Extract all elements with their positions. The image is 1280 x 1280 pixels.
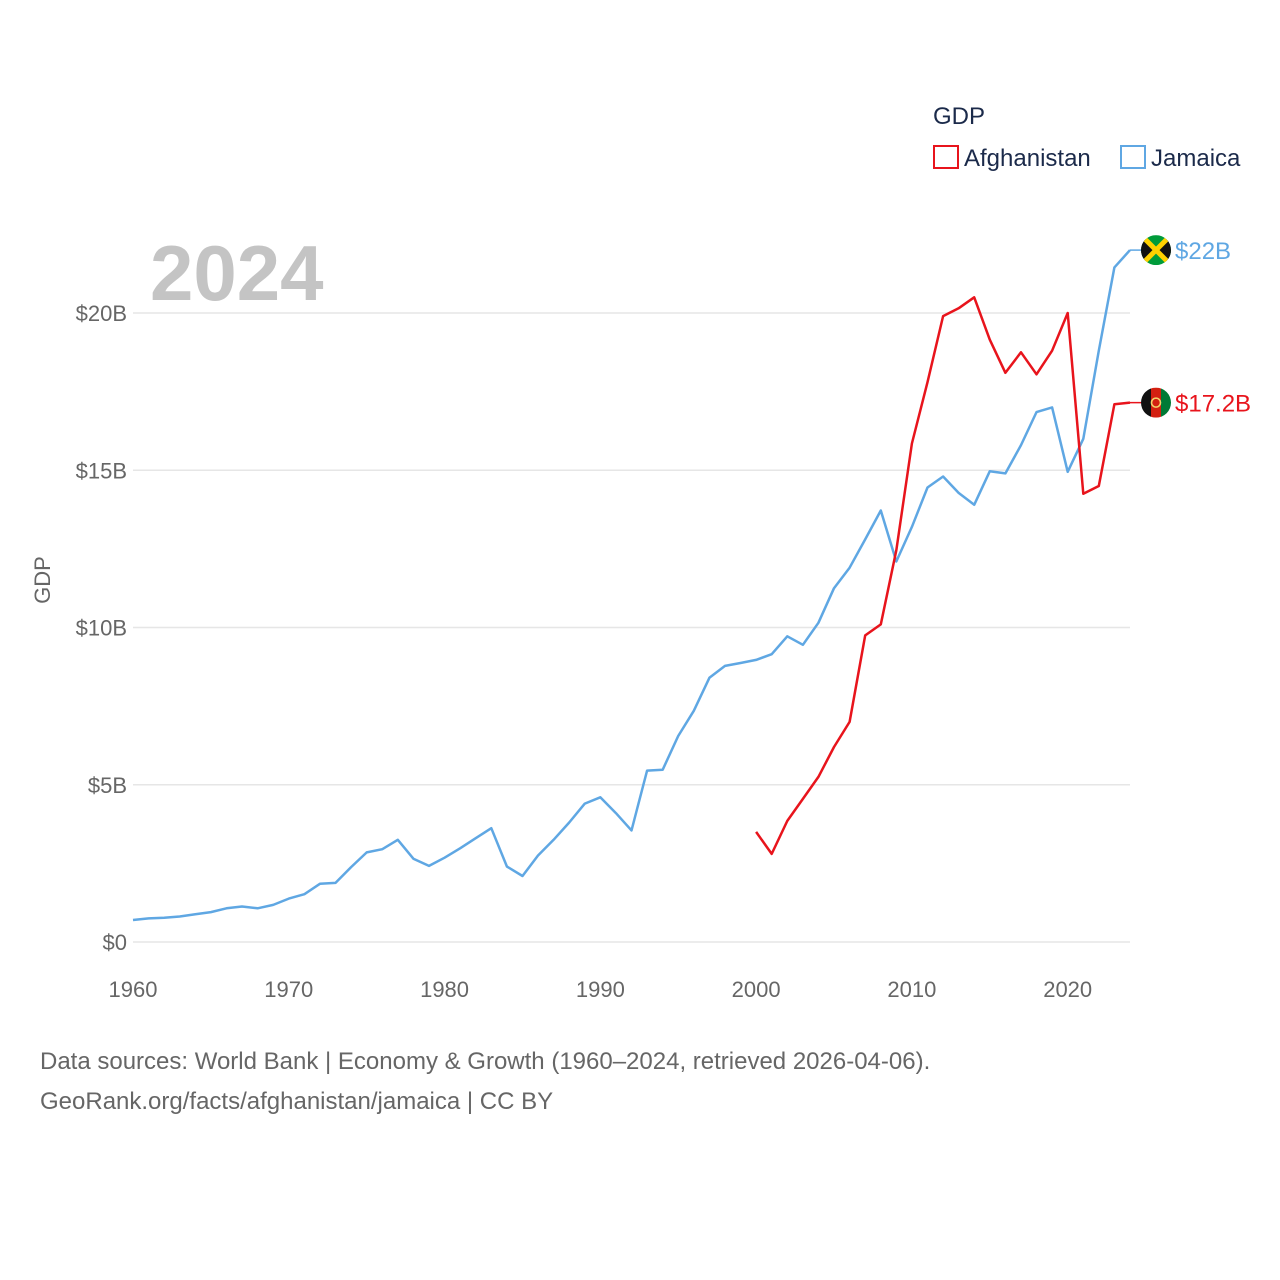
end-value-label-jamaica: $22B <box>1175 238 1231 265</box>
y-tick-label: $20B <box>76 301 127 326</box>
y-tick-label: $0 <box>103 930 127 955</box>
x-axis-ticks: 1960 1970 1980 1990 2000 2010 2020 <box>109 977 1093 1002</box>
series-line-jamaica[interactable] <box>132 249 1131 922</box>
y-tick-label: $15B <box>76 458 127 483</box>
legend-title: GDP <box>933 103 985 130</box>
series-end-markers: $17.2B $22B <box>1130 235 1251 418</box>
source-line-1: Data sources: World Bank | Economy & Gro… <box>40 1048 931 1075</box>
x-tick-label: 1990 <box>576 977 625 1002</box>
legend-label-jamaica: Jamaica <box>1151 145 1241 172</box>
x-tick-label: 2020 <box>1043 977 1092 1002</box>
series-lines <box>132 249 1131 922</box>
legend-item-afghanistan[interactable]: Afghanistan <box>933 145 1091 172</box>
afghanistan-flag-icon <box>1141 387 1171 418</box>
series-line-afghanistan[interactable] <box>755 296 1131 856</box>
y-tick-label: $10B <box>76 616 127 641</box>
x-tick-label: 1970 <box>264 977 313 1002</box>
legend-label-afghanistan: Afghanistan <box>964 145 1091 172</box>
x-tick-label: 2010 <box>887 977 936 1002</box>
legend-swatch-afghanistan <box>933 145 959 169</box>
jamaica-flag-icon <box>1141 235 1171 266</box>
y-axis-ticks: $0 $5B $10B $15B $20B <box>76 301 127 955</box>
x-tick-label: 2000 <box>732 977 781 1002</box>
end-value-label-afghanistan: $17.2B <box>1175 391 1251 418</box>
source-line-2: GeoRank.org/facts/afghanistan/jamaica | … <box>40 1088 554 1115</box>
x-tick-label: 1960 <box>109 977 158 1002</box>
grid-lines <box>133 312 1130 943</box>
legend-swatch-jamaica <box>1120 145 1146 169</box>
year-label: 2024 <box>150 229 324 317</box>
y-tick-label: $5B <box>88 773 127 798</box>
x-tick-label: 1980 <box>420 977 469 1002</box>
legend[interactable]: GDP Afghanistan Jamaica <box>933 103 1241 172</box>
source-note: Data sources: World Bank | Economy & Gro… <box>40 1042 1240 1122</box>
y-axis-label: GDP <box>30 556 55 604</box>
legend-item-jamaica[interactable]: Jamaica <box>1120 145 1241 172</box>
